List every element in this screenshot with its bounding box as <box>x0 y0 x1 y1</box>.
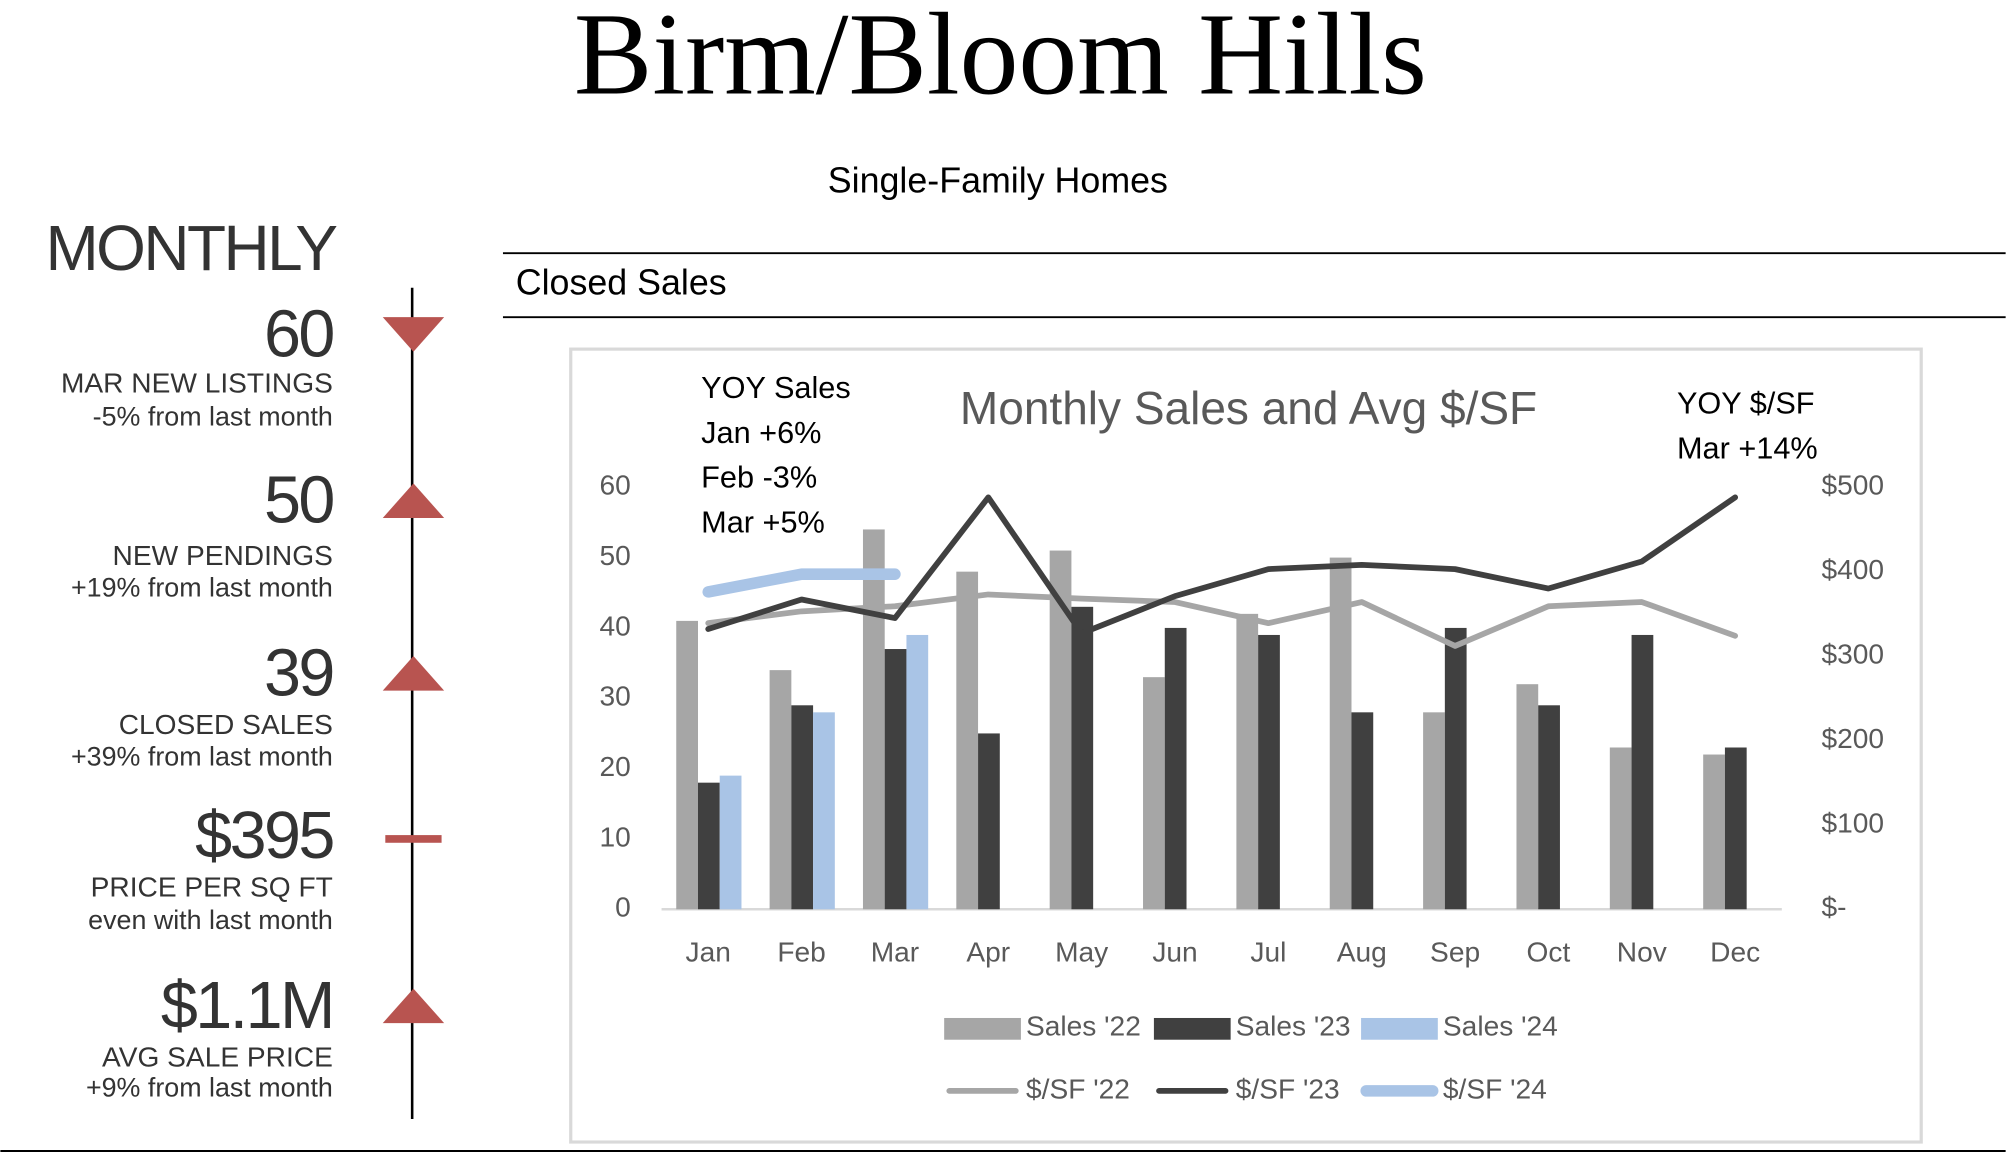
metric-label: MAR NEW LISTINGS <box>61 367 333 398</box>
x-tick-label: Nov <box>1617 936 1667 967</box>
y2-tick-label: $100 <box>1821 807 1884 838</box>
bar <box>1049 550 1072 910</box>
metric-value: 39 <box>264 636 333 710</box>
x-tick-label: Jan <box>686 936 731 967</box>
legend-label: Sales '23 <box>1236 1011 1351 1042</box>
annotation: Mar +5% <box>701 504 825 539</box>
annotation: YOY Sales <box>701 370 851 405</box>
bar <box>906 634 929 910</box>
bar <box>1236 613 1259 910</box>
legend-swatch <box>944 1017 1021 1040</box>
x-tick-label: Jun <box>1152 936 1197 967</box>
metric-label: AVG SALE PRICE <box>102 1041 333 1072</box>
metric-label: CLOSED SALES <box>119 709 333 740</box>
metric-change: +39% from last month <box>71 741 333 771</box>
annotation: Mar +14% <box>1677 430 1818 465</box>
metric-value: 60 <box>264 297 333 371</box>
section-title: Closed Sales <box>516 263 727 303</box>
indicator-up <box>382 483 445 518</box>
y2-tick-label: $400 <box>1821 554 1884 585</box>
x-tick-label: Oct <box>1527 936 1571 967</box>
x-tick-label: Aug <box>1337 936 1387 967</box>
indicator-flat <box>385 835 442 843</box>
bar <box>884 649 907 910</box>
sidebar-title: MONTHLY <box>45 212 337 284</box>
chart-title: Monthly Sales and Avg $/SF <box>960 382 1537 434</box>
x-tick-label: Dec <box>1710 936 1760 967</box>
x-tick-label: Jul <box>1250 936 1286 967</box>
x-tick-label: Sep <box>1430 936 1480 967</box>
bar <box>719 775 742 910</box>
bar <box>1351 712 1374 910</box>
metric-change: even with last month <box>88 905 333 935</box>
page-title: Birm/Bloom Hills <box>574 0 1427 120</box>
bar <box>1423 712 1445 910</box>
bar <box>1329 557 1352 910</box>
bar <box>1071 606 1094 910</box>
bar <box>1143 677 1165 910</box>
annotation: Feb -3% <box>701 460 817 495</box>
metric-label: NEW PENDINGS <box>113 540 333 571</box>
indicator-up <box>382 656 445 691</box>
indicator-down <box>382 317 445 352</box>
legend-label: Sales '24 <box>1443 1011 1558 1042</box>
bar <box>676 620 698 910</box>
legend-swatch <box>1153 1017 1231 1040</box>
bar <box>956 571 979 910</box>
y-tick-label: 50 <box>600 540 631 571</box>
metric-value: 50 <box>264 464 333 538</box>
bar <box>862 529 885 910</box>
y-tick-label: 30 <box>600 681 631 712</box>
x-tick-label: Feb <box>777 936 825 967</box>
line <box>705 591 1739 649</box>
line <box>702 568 901 598</box>
y-tick-label: 20 <box>600 751 631 782</box>
y-tick-label: 10 <box>600 821 631 852</box>
page-subtitle: Single-Family Homes <box>828 160 1168 200</box>
bar <box>1258 634 1280 910</box>
legend-label: $/SF '22 <box>1026 1073 1130 1104</box>
annotation: YOY $/SF <box>1677 386 1815 421</box>
legend-label: $/SF '24 <box>1443 1073 1547 1104</box>
bar <box>1724 747 1747 910</box>
y2-tick-label: $500 <box>1821 470 1884 501</box>
bar <box>1703 754 1725 910</box>
bar <box>978 733 1000 910</box>
indicator-up <box>382 988 445 1024</box>
bar <box>697 782 720 910</box>
annotation: Jan +6% <box>701 415 821 450</box>
metric-change: +9% from last month <box>86 1073 333 1103</box>
bar <box>1164 627 1187 910</box>
y-tick-label: 40 <box>600 610 631 641</box>
y-tick-label: 60 <box>600 470 631 501</box>
legend-label: Sales '22 <box>1026 1011 1141 1042</box>
bar <box>1516 684 1539 910</box>
y2-tick-label: $300 <box>1821 638 1884 669</box>
y-tick-label: 0 <box>615 892 631 923</box>
bar <box>791 705 814 910</box>
x-tick-label: Apr <box>966 936 1010 967</box>
bar <box>1609 747 1632 910</box>
metric-value: $1.1M <box>161 969 333 1043</box>
line <box>705 494 1739 637</box>
bar <box>1444 627 1467 910</box>
metric-label: PRICE PER SQ FT <box>91 871 333 902</box>
y2-tick-label: $- <box>1821 892 1846 923</box>
x-tick-label: May <box>1055 936 1108 967</box>
legend-label: $/SF '23 <box>1236 1073 1340 1104</box>
legend-swatch <box>1361 1017 1438 1040</box>
bar <box>1538 705 1560 910</box>
metric-change: +19% from last month <box>71 573 333 603</box>
y2-tick-label: $200 <box>1821 723 1884 754</box>
bar <box>1631 634 1654 910</box>
bar <box>769 670 792 910</box>
bar <box>813 712 835 910</box>
metric-change: -5% from last month <box>93 401 333 431</box>
x-tick-label: Mar <box>871 936 919 967</box>
metric-value: $395 <box>195 799 333 873</box>
